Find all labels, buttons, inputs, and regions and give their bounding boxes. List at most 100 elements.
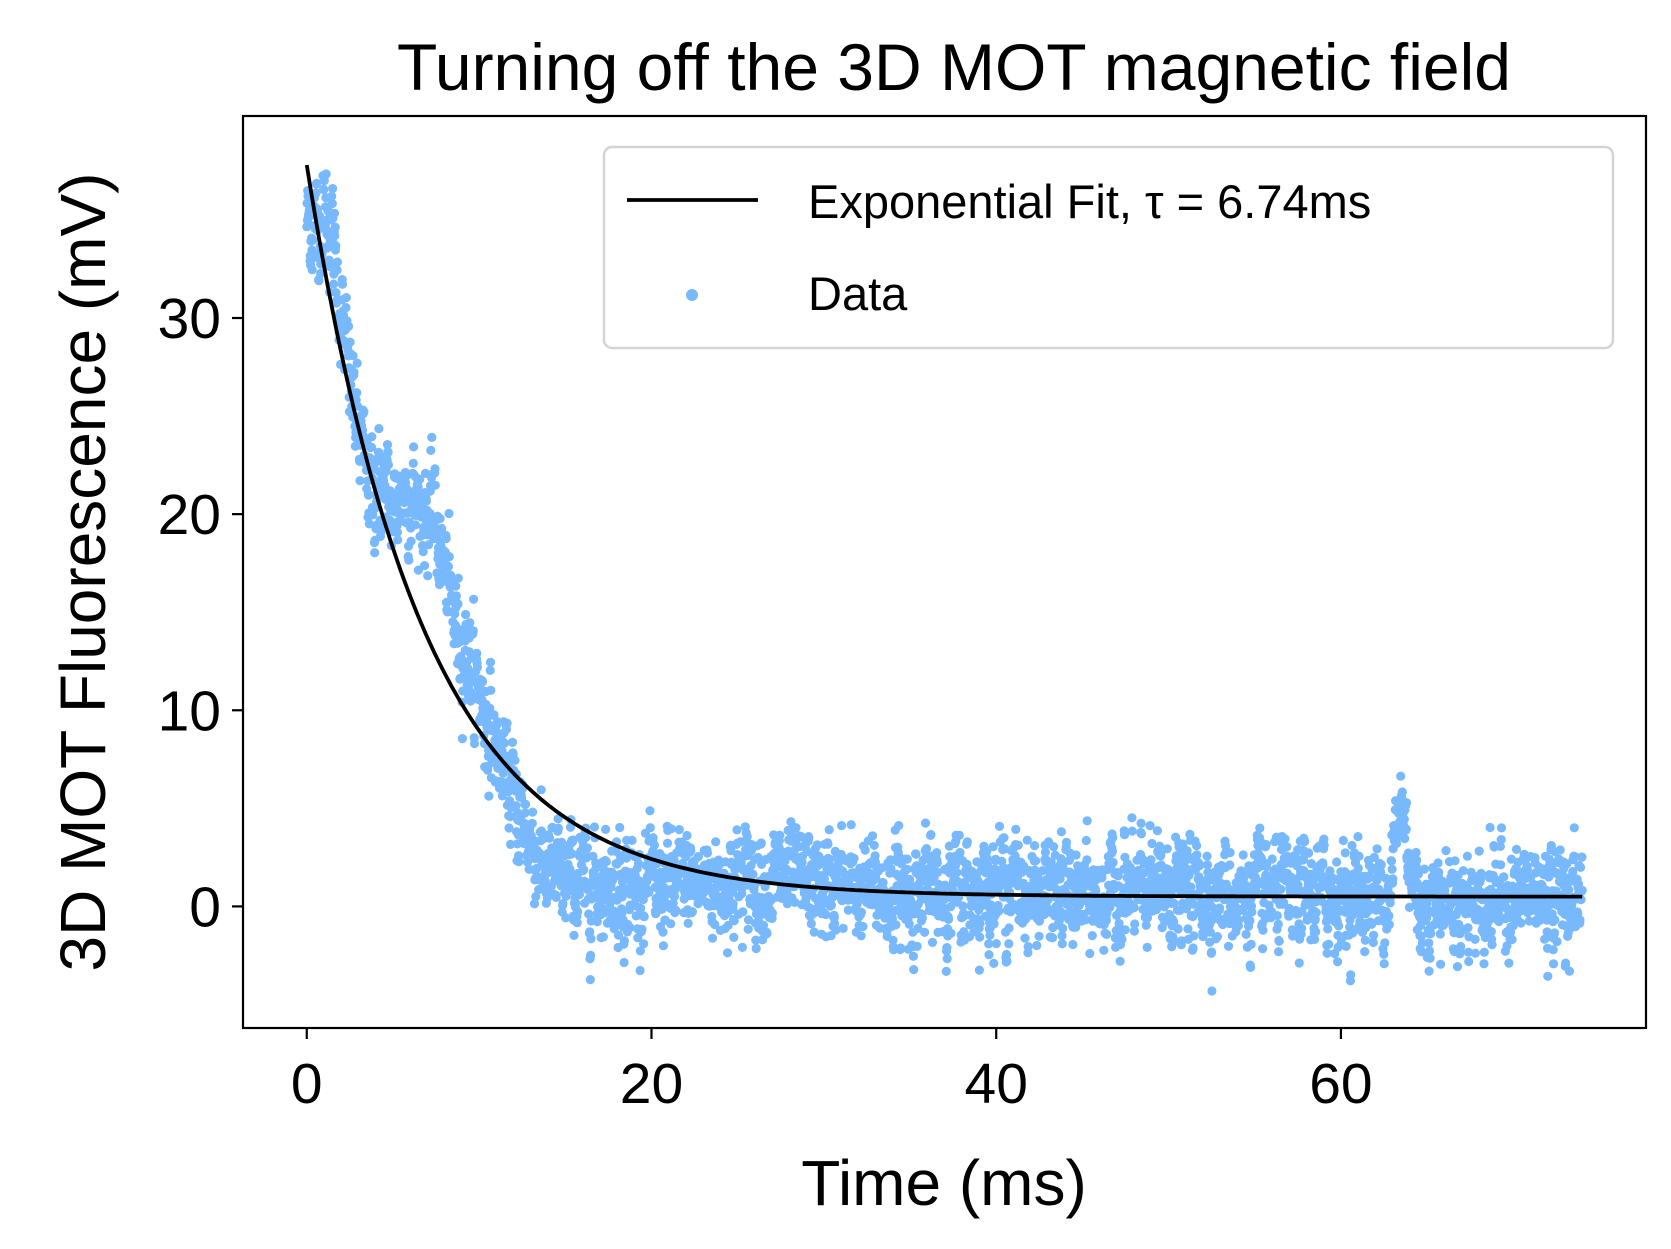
data-point [933,867,943,878]
data-point [1202,860,1213,870]
data-point [426,445,436,455]
data-point [1240,868,1250,878]
data-point [1240,880,1250,890]
data-point [497,746,507,756]
data-point [1142,942,1152,953]
data-point [1458,866,1468,876]
x-tick-label: 0 [291,1052,323,1116]
x-axis-label: Time (ms) [801,1147,1087,1219]
data-point [418,547,428,557]
data-point [1234,915,1244,925]
data-point [1071,922,1081,932]
data-point [702,848,713,858]
y-axis-ticks: 0 10 20 30 [158,287,243,939]
legend: Exponential Fit, τ = 6.74ms Data [602,145,1615,350]
data-point [819,874,830,884]
data-point [856,907,867,917]
data-point [1399,814,1409,824]
data-point [1379,949,1389,959]
data-point [1194,872,1204,882]
data-point [591,863,601,873]
data-point [499,738,510,748]
data-point [671,905,681,915]
data-point [1205,927,1215,937]
data-point [946,928,956,938]
legend-dot-marker [686,289,698,301]
data-point [1543,971,1553,981]
data-point [917,913,927,923]
data-point [846,820,856,830]
data-point [579,865,589,875]
data-point [748,869,758,880]
data-point [1332,857,1342,867]
data-point [1043,895,1053,905]
data-point [909,965,919,975]
data-point [382,440,393,450]
data-point [1576,862,1586,873]
data-point [870,851,880,861]
data-point [1022,835,1032,845]
data-point [1318,860,1328,870]
data-point [636,903,646,914]
data-point [902,864,912,874]
data-point [1215,903,1225,913]
data-point [1081,835,1091,846]
data-point [349,367,359,377]
data-point [406,536,416,546]
data-point [1058,923,1068,934]
data-point [337,279,348,289]
data-point [453,573,463,583]
data-point [1071,850,1081,860]
data-point [1548,945,1558,955]
data-point [921,844,932,854]
data-point [1255,823,1265,833]
data-point [1464,956,1474,967]
data-point [837,821,847,831]
data-point [565,822,576,832]
data-point [1195,860,1205,870]
data-point [682,830,692,841]
data-point [753,852,763,863]
data-point [1272,911,1282,921]
data-point [1223,941,1234,951]
data-point [888,935,898,945]
data-point [580,833,591,843]
data-point [1319,840,1329,850]
data-point [775,830,785,840]
data-point [421,496,431,506]
data-point [1323,924,1333,934]
data-point [649,840,660,850]
data-point [1082,855,1092,865]
data-point [319,184,329,195]
data-point [669,855,679,866]
data-point [557,837,567,848]
data-point [635,946,646,956]
data-point [574,889,585,900]
data-point [1310,934,1320,945]
data-point [1555,845,1565,855]
data-point [975,918,985,929]
data-point [1353,863,1363,873]
data-point [1300,836,1310,847]
data-point [668,898,678,908]
data-point [330,222,340,232]
data-point [1396,771,1406,781]
data-point [1470,934,1480,945]
data-point [1369,930,1379,940]
data-point [1002,956,1012,966]
data-point [1168,934,1178,944]
data-point [444,508,454,519]
data-point [666,919,676,929]
data-point [902,854,912,864]
data-point [584,909,594,919]
data-point [328,184,338,194]
data-point [589,822,600,832]
data-point [506,839,516,850]
data-point [743,915,754,925]
data-point [308,235,318,245]
data-point [1311,927,1321,937]
data-point [1099,945,1109,955]
data-point [1365,872,1375,883]
data-point [920,927,930,937]
data-point [1400,834,1410,844]
